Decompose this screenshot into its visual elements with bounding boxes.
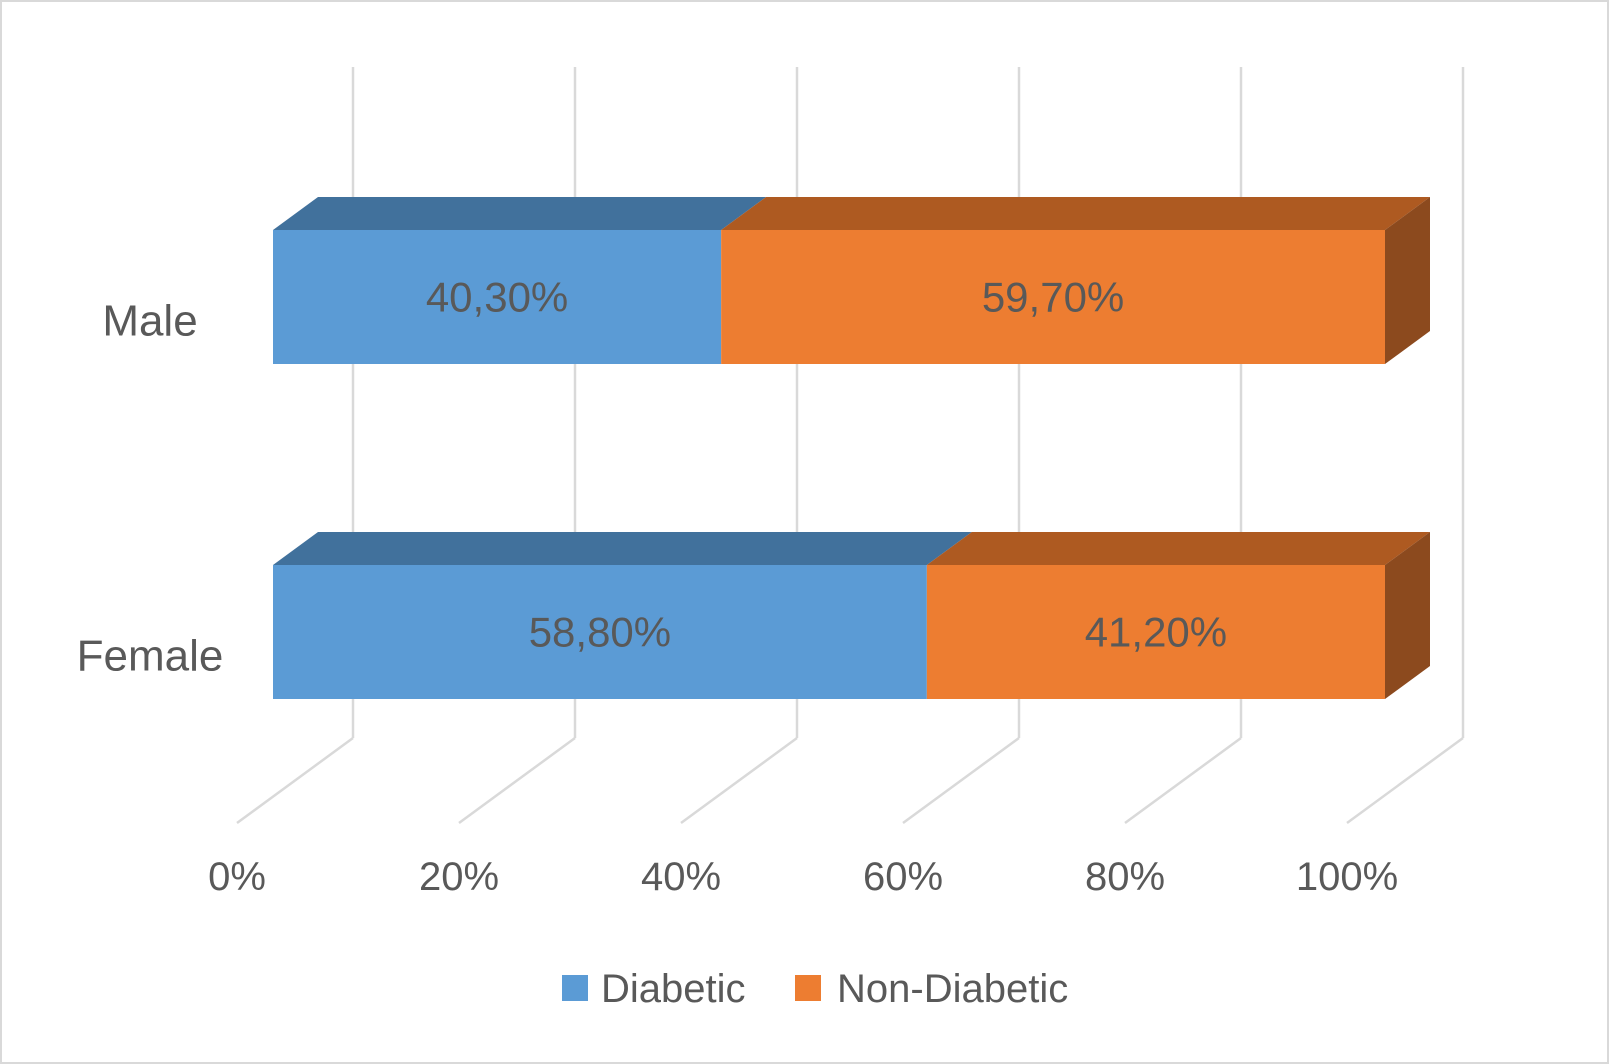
x-axis-tick-label: 60% [863, 855, 943, 899]
x-axis-tick-label: 20% [419, 855, 499, 899]
bar-segment-top-face [273, 197, 767, 230]
floor-depth-line [1124, 736, 1242, 825]
legend-label: Non-Diabetic [837, 967, 1068, 1011]
legend-swatch [795, 975, 821, 1001]
x-axis-tick-label: 80% [1085, 855, 1165, 899]
x-axis-layer: 0% 20% 40% 60% 80% 100% [208, 855, 1398, 899]
bars-layer: 40,30% 59,70% 58,80% 41,20% [273, 197, 1430, 699]
y-axis-layer: Male Female [77, 297, 224, 681]
category-label: Female [77, 632, 224, 681]
gridlines-layer [236, 67, 1465, 825]
floor-depth-line [236, 736, 354, 825]
bar-data-label: 59,70% [982, 274, 1124, 321]
bar-segment-front-face [273, 565, 927, 699]
bar-segment-front-face [926, 565, 1385, 699]
bar-segment-side-face [1385, 197, 1430, 364]
bar-data-label: 40,30% [426, 274, 568, 321]
floor-depth-line [1346, 736, 1464, 825]
floor-depth-line [458, 736, 576, 825]
x-axis-tick-label: 40% [641, 855, 721, 899]
x-axis-tick-label: 100% [1296, 855, 1398, 899]
x-axis-tick-label: 0% [208, 855, 266, 899]
legend-label: Diabetic [601, 967, 746, 1011]
category-label: Male [102, 297, 197, 346]
bar-segment-top-face [273, 532, 972, 565]
bar-segment-front-face [721, 230, 1385, 364]
bar-segment-front-face [273, 230, 722, 364]
bar-data-label: 58,80% [529, 609, 671, 656]
bar-segment-top-face [721, 197, 1430, 230]
bar-segment-top-face [926, 532, 1430, 565]
floor-depth-line [680, 736, 798, 825]
bar-data-label: 41,20% [1085, 609, 1227, 656]
legend-swatch [562, 975, 588, 1001]
legend-layer: Diabetic Non-Diabetic [562, 967, 1068, 1011]
floor-depth-line [902, 736, 1020, 825]
bar-segment-side-face [1385, 532, 1430, 699]
